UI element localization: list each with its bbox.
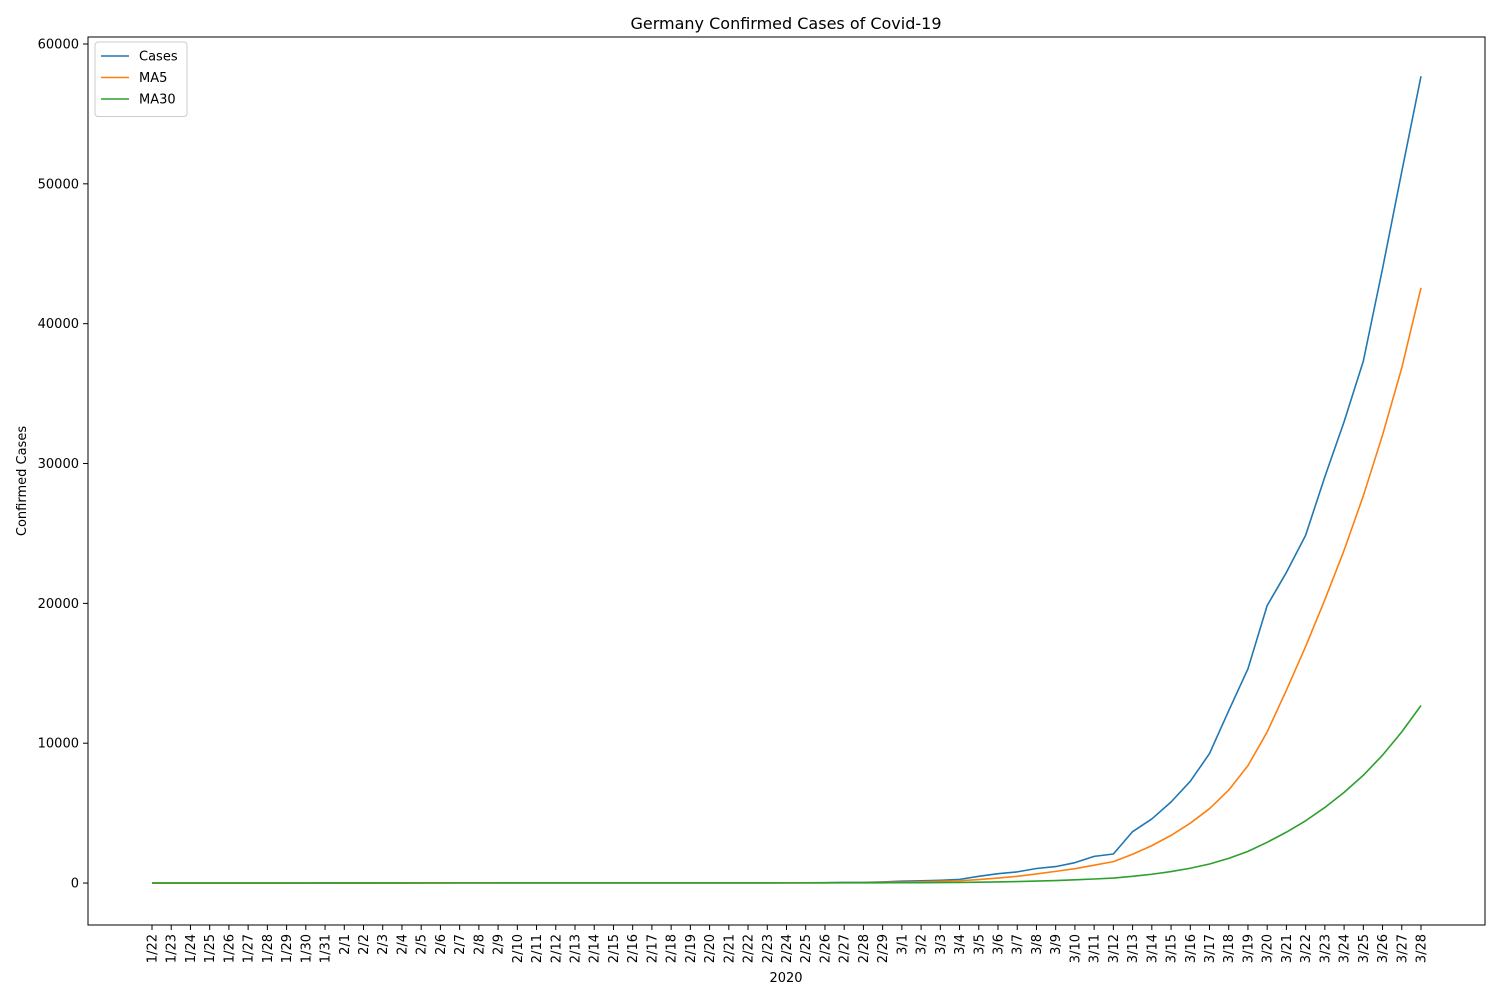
x-tick-label: 3/5 — [972, 934, 987, 955]
y-tick-label: 40000 — [38, 317, 79, 332]
legend-label: MA5 — [139, 71, 167, 86]
chart-title: Germany Confirmed Cases of Covid-19 — [630, 14, 941, 33]
x-tick-label: 3/18 — [1222, 934, 1237, 963]
x-tick-label: 3/2 — [915, 934, 930, 955]
x-tick-label: 3/9 — [1049, 934, 1064, 955]
x-tick-label: 2/1 — [338, 934, 353, 955]
x-tick-label: 3/7 — [1011, 934, 1026, 955]
x-tick-label: 2/27 — [838, 934, 853, 963]
x-tick-label: 3/1 — [895, 934, 910, 955]
x-tick-label: 2/8 — [472, 934, 487, 955]
x-tick-label: 2/19 — [684, 934, 699, 963]
legend-box — [94, 41, 188, 117]
x-tick-label: 1/22 — [146, 934, 161, 963]
x-tick-label: 3/22 — [1299, 934, 1314, 963]
legend-label: Cases — [139, 50, 178, 65]
x-axis-label: 2020 — [769, 971, 802, 986]
x-tick-label: 3/16 — [1184, 934, 1199, 963]
y-axis-label: Confirmed Cases — [15, 426, 30, 536]
x-tick-label: 2/3 — [376, 934, 391, 955]
x-tick-label: 1/26 — [222, 934, 237, 963]
x-tick-label: 1/29 — [280, 934, 295, 963]
x-tick-label: 3/28 — [1415, 934, 1430, 963]
x-tick-label: 2/22 — [742, 934, 757, 963]
x-tick-label: 2/29 — [876, 934, 891, 963]
x-tick-label: 1/23 — [165, 934, 180, 963]
x-tick-label: 1/25 — [203, 934, 218, 963]
x-tick-label: 3/10 — [1068, 934, 1083, 963]
x-tick-label: 1/28 — [261, 934, 276, 963]
x-tick-label: 2/21 — [722, 934, 737, 963]
y-tick-label: 50000 — [38, 177, 79, 192]
y-tick-label: 30000 — [38, 457, 79, 472]
x-tick-label: 3/19 — [1241, 934, 1256, 963]
x-tick-label: 3/14 — [1145, 934, 1160, 963]
x-tick-label: 2/23 — [761, 934, 776, 963]
x-tick-label: 3/12 — [1107, 934, 1122, 963]
x-tick-label: 2/7 — [453, 934, 468, 955]
x-tick-label: 2/17 — [645, 934, 660, 963]
x-tick-label: 3/8 — [1030, 934, 1045, 955]
x-tick-label: 1/27 — [242, 934, 257, 963]
y-tick-label: 0 — [71, 877, 79, 892]
y-tick-label: 20000 — [38, 597, 79, 612]
x-tick-label: 3/20 — [1261, 934, 1276, 963]
x-tick-label: 2/5 — [415, 934, 430, 955]
x-tick-label: 2/2 — [357, 934, 372, 955]
y-tick-label: 10000 — [38, 737, 79, 752]
legend: Cases MA5 MA30 — [94, 41, 188, 117]
x-tick-label: 3/25 — [1357, 934, 1372, 963]
x-tick-label: 2/16 — [626, 934, 641, 963]
plot-layer: 0 10000 20000 30000 40000 50000 60000 1/22 1/23 1… — [38, 36, 1486, 963]
x-tick-label: 1/30 — [299, 934, 314, 963]
x-tick-label: 3/27 — [1395, 934, 1410, 963]
x-tick-label: 3/3 — [934, 934, 949, 955]
x-tick-label: 2/11 — [530, 934, 545, 963]
x-tick-label: 1/31 — [319, 934, 334, 963]
x-tick-label: 2/4 — [395, 934, 410, 955]
x-tick-label: 2/24 — [780, 934, 795, 963]
x-tick-label: 2/10 — [511, 934, 526, 963]
x-tick-label: 2/13 — [569, 934, 584, 963]
x-tick-label: 1/24 — [184, 934, 199, 963]
x-tick-label: 3/21 — [1280, 934, 1295, 963]
x-tick-label: 2/28 — [857, 934, 872, 963]
y-tick-label: 60000 — [38, 37, 79, 52]
x-tick-label: 3/26 — [1376, 934, 1391, 963]
x-tick-label: 2/20 — [703, 934, 718, 963]
x-tick-label: 2/12 — [549, 934, 564, 963]
x-tick-label: 3/23 — [1318, 934, 1333, 963]
x-tick-label: 2/26 — [818, 934, 833, 963]
x-tick-label: 3/6 — [992, 934, 1007, 955]
x-tick-label: 2/15 — [607, 934, 622, 963]
x-tick-label: 2/25 — [799, 934, 814, 963]
x-tick-label: 2/9 — [492, 934, 507, 955]
legend-label: MA30 — [139, 93, 176, 108]
x-tick-label: 3/11 — [1088, 934, 1103, 963]
x-tick-label: 2/18 — [665, 934, 680, 963]
x-tick-label: 3/13 — [1126, 934, 1141, 963]
series-line-ma30 — [152, 704, 1422, 884]
x-tick-label: 2/6 — [434, 934, 449, 955]
x-tick-label: 3/17 — [1203, 934, 1218, 963]
x-tick-label: 3/15 — [1165, 934, 1180, 963]
x-tick-label: 3/4 — [953, 934, 968, 955]
x-tick-label: 3/24 — [1338, 934, 1353, 963]
x-tick-label: 2/14 — [588, 934, 603, 963]
